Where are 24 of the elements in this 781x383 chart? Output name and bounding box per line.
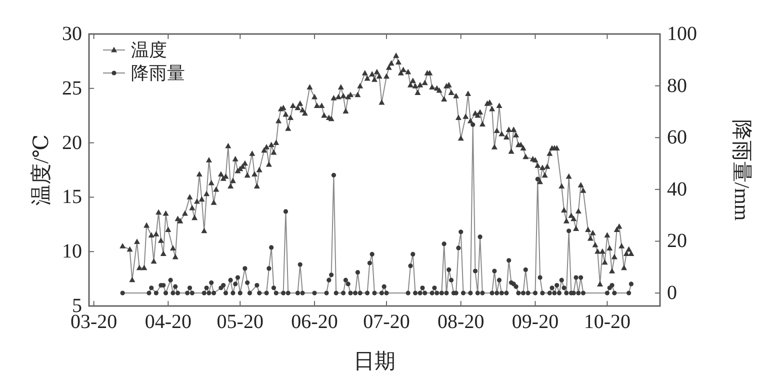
y-tick-label: 30 xyxy=(62,23,82,45)
y2-tick-label: 40 xyxy=(667,178,687,200)
x-tick-label: 10-20 xyxy=(584,311,631,333)
x-tick-label: 09-20 xyxy=(512,311,559,333)
y2-tick-label: 60 xyxy=(667,126,687,149)
y2-tick-label: 100 xyxy=(667,23,697,45)
y-tick-label: 25 xyxy=(62,77,82,100)
y2-axis-title: 降雨量/mm xyxy=(730,119,754,221)
y2-tick-label: 80 xyxy=(667,74,687,97)
x-tick-label: 08-20 xyxy=(438,311,484,333)
x-axis-title: 日期 xyxy=(354,349,396,373)
x-tick-label: 05-20 xyxy=(216,311,264,333)
legend-label: 温度 xyxy=(131,40,167,60)
y-tick-label: 10 xyxy=(62,240,82,263)
y2-tick-label: 0 xyxy=(667,282,677,304)
x-tick-label: 07-20 xyxy=(363,311,410,333)
x-tick-label: 06-20 xyxy=(291,311,338,333)
y-tick-label: 20 xyxy=(62,132,82,154)
x-tick-label: 04-20 xyxy=(144,311,192,333)
y2-tick-label: 20 xyxy=(667,230,687,252)
y-axis-title: 温度/℃ xyxy=(29,134,53,206)
x-tick-label: 03-20 xyxy=(70,311,118,333)
legend-label: 降雨量 xyxy=(131,63,185,83)
y-tick-label: 15 xyxy=(62,186,82,208)
